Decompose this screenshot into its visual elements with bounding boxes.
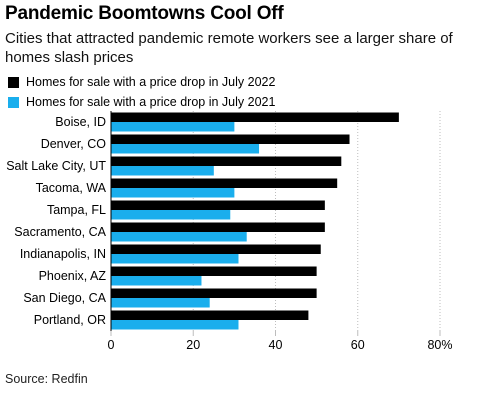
bar-2022 [111,288,317,298]
bar-2022 [111,178,338,188]
bar-2021 [111,188,235,198]
x-tick-label: 0 [108,338,115,352]
bar-2021 [111,122,235,132]
bar-2022 [111,156,342,166]
category-label: Tampa, FL [47,203,106,217]
category-label: Indianapolis, IN [20,247,106,261]
x-tick-label: 40 [269,338,283,352]
category-label: Phoenix, AZ [39,269,107,283]
legend-item-2021: Homes for sale with a price drop in July… [8,92,275,112]
bar-2021 [111,166,214,176]
category-label: Denver, CO [41,137,107,151]
bar-2022 [111,244,321,254]
bar-2022 [111,134,350,144]
category-label: Portland, OR [34,313,106,327]
legend-swatch-2021 [8,96,19,108]
bar-2021 [111,320,239,330]
legend-item-2022: Homes for sale with a price drop in July… [8,72,275,92]
x-tick-label: 80% [427,338,452,352]
bar-2021 [111,232,247,242]
category-label: Salt Lake City, UT [6,159,106,173]
bar-2021 [111,254,239,264]
bar-2022 [111,310,309,320]
category-label: San Diego, CA [23,291,106,305]
bar-2021 [111,298,210,308]
chart-title: Pandemic Boomtowns Cool Off [5,3,284,24]
bar-2021 [111,144,260,154]
bar-2021 [111,210,231,220]
bar-2022 [111,222,325,232]
bar-2022 [111,266,317,276]
legend-label-2022: Homes for sale with a price drop in July… [26,75,276,89]
source-note: Source: Redfin [5,372,88,386]
category-label: Boise, ID [55,115,106,129]
legend: Homes for sale with a price drop in July… [8,72,275,112]
legend-swatch-2022 [8,76,19,88]
bar-2021 [111,276,202,286]
bar-2022 [111,200,325,210]
x-tick-label: 20 [186,338,200,352]
x-tick-label: 60 [351,338,365,352]
category-label: Tacoma, WA [36,181,107,195]
legend-label-2021: Homes for sale with a price drop in July… [26,95,276,109]
category-label: Sacramento, CA [14,225,106,239]
chart-subtitle: Cities that attracted pandemic remote wo… [5,30,453,66]
bar-2022 [111,112,399,122]
